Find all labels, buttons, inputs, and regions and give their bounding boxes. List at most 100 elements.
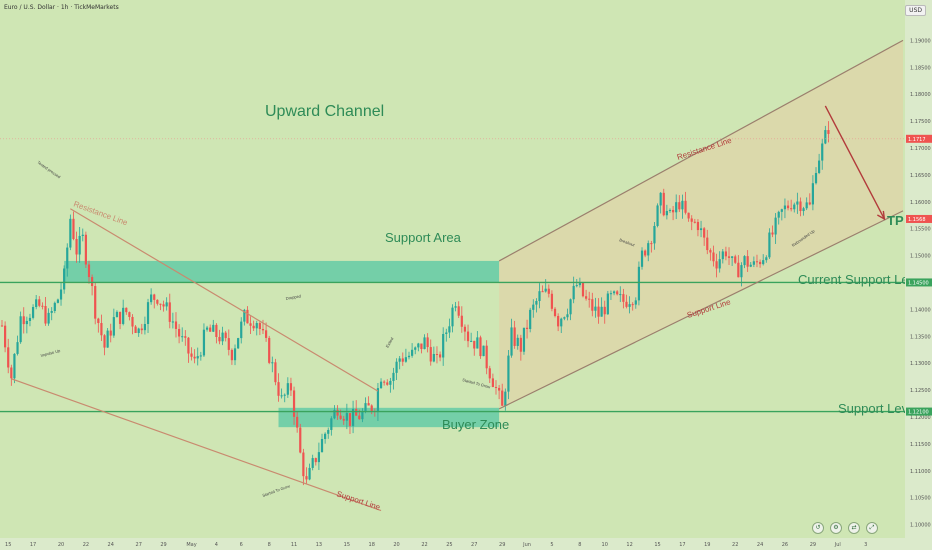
x-tick-label: 29 (160, 542, 166, 548)
candle-body (724, 251, 728, 257)
y-tick-label: 1.16000 (910, 200, 931, 206)
x-tick-label: 25 (446, 542, 452, 548)
y-tick-label: 1.13500 (910, 334, 931, 340)
candle-body (796, 201, 799, 205)
candle-body (426, 337, 429, 348)
candle-body (386, 382, 389, 385)
candle-body (494, 386, 498, 388)
x-tick-label: 19 (704, 542, 710, 548)
y-tick-label: 1.19000 (910, 38, 931, 44)
candle-body (0, 325, 4, 327)
trend-line-0[interactable] (70, 208, 379, 392)
candle-body (525, 327, 529, 329)
candle-body (498, 387, 501, 391)
candle-body (734, 256, 737, 263)
candle-body (156, 299, 159, 304)
candle-body (13, 353, 16, 379)
candle-body (351, 408, 355, 426)
compare-icon[interactable]: ⇄ (848, 522, 860, 534)
candle-body (193, 356, 196, 359)
candle-body (153, 294, 156, 300)
candle-body (296, 416, 299, 428)
candle-body (460, 315, 463, 327)
x-tick-label: 10 (602, 542, 608, 548)
candle-body (7, 347, 10, 368)
candle-body (818, 160, 821, 173)
candle-body (271, 362, 274, 364)
candle-body (97, 318, 100, 324)
candle-body (513, 327, 516, 346)
candle-body (221, 332, 224, 342)
candle-body (675, 202, 678, 213)
candle-body (541, 291, 544, 293)
candle-body (280, 395, 283, 397)
x-tick-label: 5 (550, 542, 553, 548)
candle-body (389, 380, 392, 385)
annotation-current-support-level: Current Support Level (798, 272, 925, 287)
trend-line-3[interactable] (498, 210, 904, 410)
candle-body (529, 309, 532, 329)
candle-body (671, 209, 675, 213)
candle-body (407, 355, 411, 358)
price-label-1 (906, 214, 932, 223)
candle-body (768, 232, 771, 258)
candle-body (162, 304, 165, 307)
currency-badge[interactable]: USD (905, 5, 926, 16)
trend-line-2[interactable] (498, 39, 904, 262)
candle-body (721, 251, 724, 260)
candle-body (355, 408, 358, 416)
candle-body (63, 268, 66, 290)
trend-line-4[interactable] (824, 105, 885, 220)
candle-body (28, 317, 32, 321)
candle-body (553, 308, 557, 316)
candle-body (793, 204, 796, 210)
candle-body (715, 261, 718, 269)
candle-body (678, 202, 681, 210)
replay-icon[interactable]: ↺ (812, 522, 824, 534)
candle-body (479, 337, 482, 357)
candle-body (653, 225, 656, 244)
x-tick-label: 12 (626, 542, 632, 548)
candle-body (731, 256, 734, 258)
candle-body (547, 288, 550, 294)
candle-body (485, 345, 488, 369)
x-tick-label: 3 (864, 542, 867, 548)
candle-body (118, 311, 122, 324)
candle-body (473, 340, 476, 349)
candle-body (622, 294, 625, 302)
candle-body (205, 327, 209, 330)
annotation-tested-pressed: Tested pressed (36, 160, 61, 180)
x-tick-label: 20 (58, 542, 64, 548)
candle-body (706, 237, 709, 251)
price-axis[interactable] (905, 0, 932, 550)
trend-line-1[interactable] (11, 378, 382, 512)
annotation-buyer-zone: Buyer Zone (442, 417, 509, 432)
candle-body (240, 321, 243, 339)
zoom-icon[interactable]: ⤢ (866, 522, 878, 534)
candle-body (339, 415, 342, 419)
candle-body (38, 299, 41, 306)
candle-body (215, 324, 218, 337)
candle-body (174, 321, 178, 329)
candle-body (572, 285, 575, 300)
candle-body (780, 209, 783, 212)
candle-body (47, 312, 50, 324)
candle-body (336, 409, 339, 416)
candle-body (395, 361, 398, 373)
candle-body (703, 228, 706, 238)
settings-icon[interactable]: ⚙ (830, 522, 842, 534)
y-tick-label: 1.15000 (910, 254, 931, 260)
candle-body (252, 325, 255, 329)
candle-body (640, 250, 644, 267)
candle-body (230, 349, 234, 361)
candle-body (171, 321, 174, 323)
tp-arrowhead (877, 210, 886, 221)
candle-body (566, 314, 569, 318)
x-tick-label: 27 (136, 542, 142, 548)
time-axis[interactable] (0, 538, 932, 550)
x-tick-label: 11 (291, 542, 297, 548)
x-tick-label: 27 (471, 542, 477, 548)
candle-body (19, 316, 22, 343)
